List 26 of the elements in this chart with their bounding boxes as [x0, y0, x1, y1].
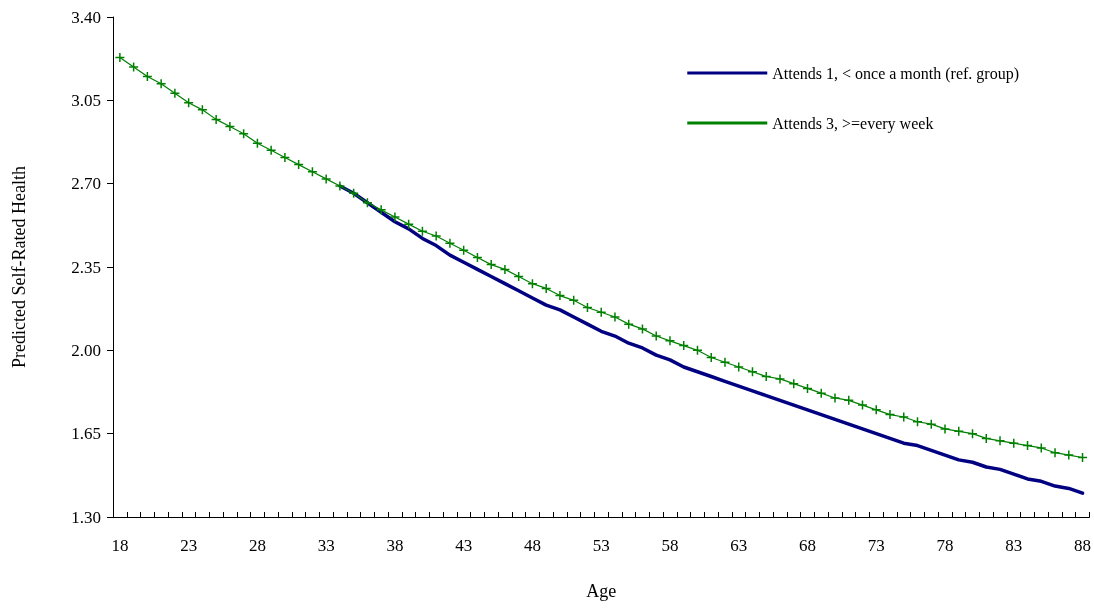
x-tick-label: 68: [798, 536, 816, 555]
x-axis-title: Age: [586, 581, 617, 601]
x-tick-label: 88: [1074, 536, 1092, 555]
x-tick-label: 43: [455, 536, 473, 555]
x-tick-label: 78: [936, 536, 954, 555]
legend-label: Attends 1, < once a month (ref. group): [772, 64, 1019, 83]
y-tick-label: 2.00: [71, 340, 101, 360]
x-tick-label: 58: [661, 536, 679, 555]
x-tick-label: 53: [592, 536, 610, 555]
x-tick-label: 28: [248, 536, 266, 555]
x-tick-label: 83: [1005, 536, 1023, 555]
x-tick-label: 33: [317, 536, 335, 555]
x-tick-label: 48: [523, 536, 541, 555]
y-tick-label: 2.70: [71, 174, 101, 194]
y-axis-title: Predicted Self-Rated Health: [9, 166, 29, 368]
legend-label: Attends 3, >=every week: [772, 114, 934, 133]
x-tick-label: 63: [730, 536, 748, 555]
y-tick-label: 1.30: [71, 507, 101, 527]
x-tick-label: 23: [180, 536, 198, 555]
x-tick-label: 73: [867, 536, 885, 555]
y-tick-label: 2.35: [71, 257, 101, 277]
y-tick-label: 3.05: [71, 90, 101, 110]
y-tick-label: 3.40: [71, 7, 101, 27]
x-tick-label: 18: [111, 536, 129, 555]
x-tick-label: 38: [386, 536, 404, 555]
y-tick-label: 1.65: [71, 424, 101, 444]
